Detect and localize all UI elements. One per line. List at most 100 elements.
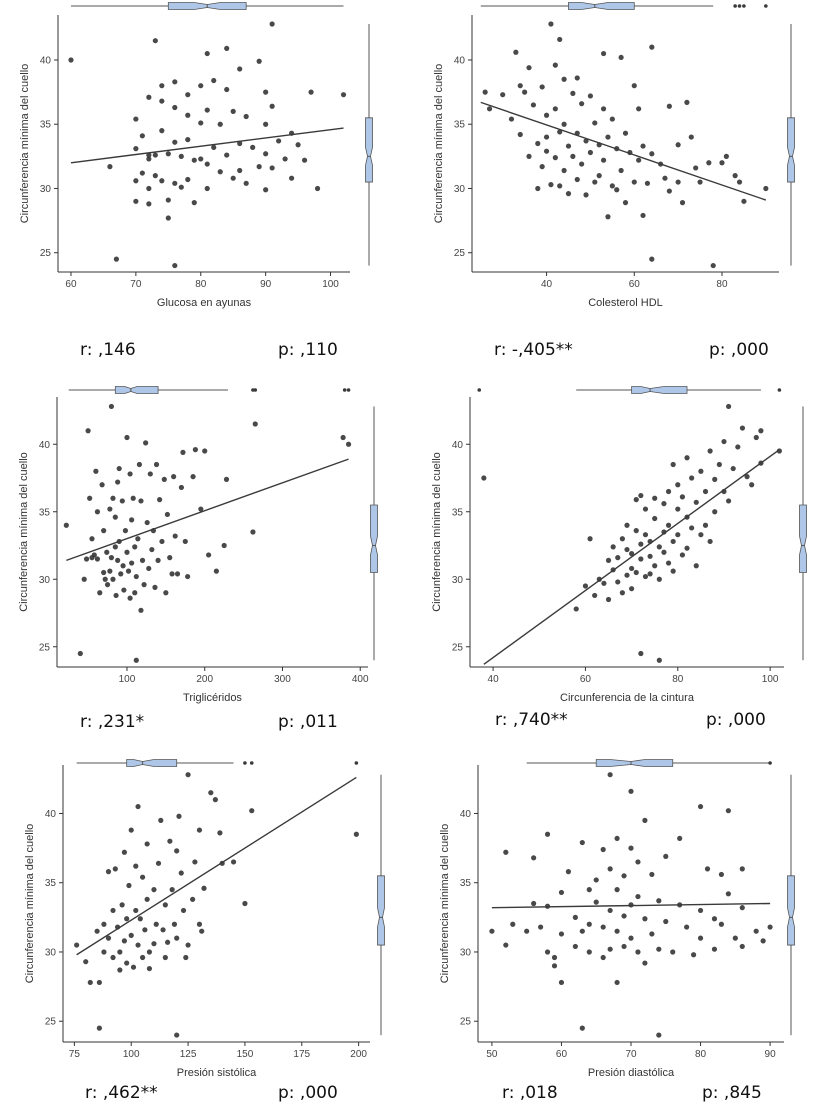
data-point [698, 468, 704, 474]
y-tick-label: 30 [39, 575, 51, 586]
data-point [618, 167, 624, 174]
data-point [178, 153, 184, 159]
y-marginal-box [370, 504, 378, 573]
data-point [600, 846, 606, 853]
data-point [133, 657, 139, 663]
x-marginal-outlier [733, 4, 737, 8]
data-point [587, 536, 593, 542]
data-point [135, 536, 141, 542]
data-point [87, 979, 93, 986]
data-point [647, 553, 653, 559]
data-point [539, 84, 545, 90]
data-point [579, 839, 585, 846]
data-point [208, 790, 214, 796]
data-point [167, 838, 173, 844]
data-point [675, 179, 681, 185]
regression-line [483, 449, 780, 665]
data-point [108, 403, 115, 410]
data-point [139, 874, 146, 880]
data-point [159, 538, 165, 545]
data-point [570, 153, 576, 159]
data-point [174, 1032, 180, 1038]
data-point [723, 153, 729, 159]
data-point [256, 164, 262, 170]
data-point [753, 928, 759, 934]
data-point [146, 201, 152, 207]
data-point [675, 482, 681, 488]
data-point [83, 556, 90, 562]
data-point [688, 134, 694, 140]
data-point [124, 434, 130, 441]
y-tick-label: 40 [45, 809, 57, 820]
data-point [121, 938, 127, 944]
data-point [152, 584, 158, 590]
data-point [596, 173, 602, 179]
data-point [217, 121, 223, 127]
data-point [112, 866, 118, 872]
data-point [96, 979, 102, 986]
data-point [640, 212, 646, 219]
data-point [628, 788, 634, 794]
data-point [130, 964, 137, 970]
data-point [180, 907, 187, 914]
data-point [198, 120, 204, 126]
data-point [629, 565, 635, 572]
data-point [289, 175, 295, 181]
x-tick-label: 90 [260, 279, 272, 290]
data-point [269, 165, 275, 171]
data-point [510, 921, 516, 927]
data-point [624, 522, 630, 528]
data-point [127, 471, 133, 477]
data-point [237, 167, 243, 174]
data-point [213, 568, 219, 574]
data-point [192, 859, 198, 865]
data-point [250, 529, 256, 535]
data-point [96, 1025, 102, 1031]
data-point [557, 36, 563, 43]
data-point [146, 965, 153, 972]
x-tick-label: 150 [237, 1049, 254, 1060]
data-point [113, 592, 119, 599]
data-point [160, 927, 166, 933]
data-point [605, 596, 612, 603]
data-point [693, 499, 699, 505]
r-value-diastolica: r: ,018 [502, 1083, 558, 1103]
data-point [224, 86, 230, 93]
x-marginal-box [568, 2, 635, 10]
data-point [513, 49, 519, 55]
data-point [153, 461, 160, 468]
data-point [628, 845, 634, 851]
data-point [128, 827, 134, 833]
data-point [101, 921, 107, 927]
data-point [543, 112, 550, 118]
data-point [146, 565, 152, 572]
y-tick-label: 30 [454, 184, 466, 195]
x-tick-label: 80 [672, 674, 684, 685]
data-point [165, 197, 171, 203]
data-point [739, 905, 745, 911]
data-point [129, 560, 135, 566]
data-point [146, 152, 152, 158]
data-point [574, 75, 580, 81]
data-point [586, 887, 592, 893]
data-point [619, 536, 625, 542]
data-point [535, 140, 541, 147]
data-point [117, 949, 123, 955]
x-marginal-outlier [768, 761, 772, 765]
data-point [108, 555, 115, 561]
data-point [146, 185, 152, 192]
data-point [719, 160, 725, 166]
data-point [340, 434, 346, 441]
data-point [776, 448, 782, 454]
data-point [201, 885, 207, 891]
data-point [138, 607, 144, 613]
data-point [308, 89, 314, 95]
data-point [130, 495, 136, 501]
data-point [662, 175, 668, 181]
data-point [198, 506, 204, 512]
data-point [126, 882, 132, 889]
scatter-chart-cintura: 40 60 80 100 25 30 35 40 Circunferencia de la ci… [431, 386, 807, 704]
x-tick-label: 80 [695, 1049, 707, 1060]
data-point [243, 113, 249, 120]
data-point [544, 949, 551, 955]
